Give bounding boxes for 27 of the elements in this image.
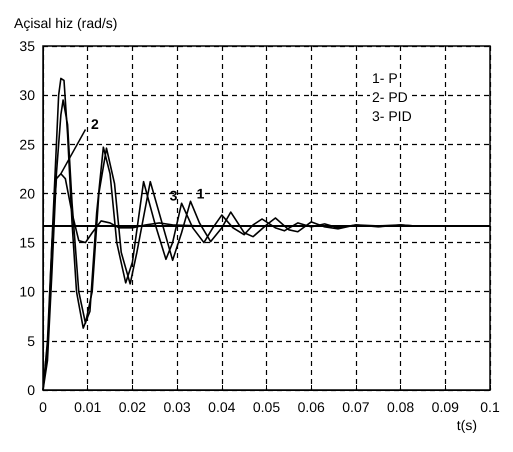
y-tick-label: 20: [19, 185, 36, 202]
x-tick-label: 0.1: [480, 399, 500, 415]
series-label: 1: [196, 185, 205, 202]
series-label: 3: [170, 187, 178, 204]
annotation: 1- P: [372, 70, 398, 86]
x-tick-label: 0.01: [74, 399, 102, 415]
text: 2: [90, 116, 99, 132]
y-tick-label: 5: [27, 332, 36, 349]
x-tick-label: 0: [39, 399, 48, 415]
y-tick-label: 35: [19, 38, 36, 54]
x-axis-title: t(s): [456, 417, 478, 433]
x-tick-label: 0.07: [342, 399, 370, 415]
x-tick-label: 0.09: [432, 399, 460, 415]
y-tick-label: 0: [27, 382, 36, 398]
y-tick-label: 15: [19, 234, 36, 251]
annotation: 2- PD: [372, 89, 408, 105]
y-tick-label: 25: [19, 136, 36, 152]
y-tick-label: 30: [19, 87, 36, 104]
x-tick-label: 0.02: [118, 399, 146, 415]
x-tick-label: 0.08: [386, 399, 414, 415]
y-axis-title: Açisal hiz (rad/s): [14, 15, 118, 31]
x-tick-label: 0.05: [252, 399, 280, 415]
x-tick-label: 0.04: [208, 399, 236, 415]
x-tick-label: 0.06: [298, 399, 326, 415]
y-tick-label: 10: [19, 284, 36, 300]
x-tick-label: 0.03: [163, 399, 191, 415]
annotation: 3- PID: [372, 108, 412, 124]
